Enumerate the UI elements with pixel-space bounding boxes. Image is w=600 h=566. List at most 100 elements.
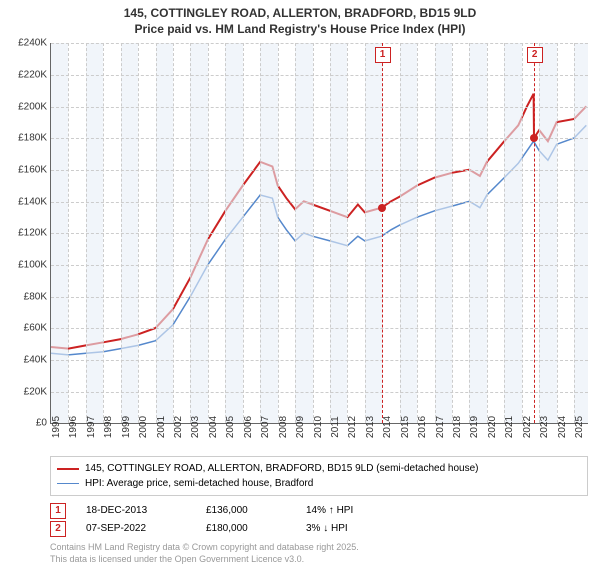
gridline-v <box>86 43 87 423</box>
y-tick-label: £120K <box>18 228 47 239</box>
x-tick-label: 2016 <box>417 416 428 438</box>
title-line1: 145, COTTINGLEY ROAD, ALLERTON, BRADFORD… <box>0 6 600 22</box>
gridline-v <box>347 43 348 423</box>
footer-line1: Contains HM Land Registry data © Crown c… <box>50 542 588 554</box>
gridline-v <box>190 43 191 423</box>
gridline-h <box>51 392 588 393</box>
gridline-v <box>138 43 139 423</box>
gridline-h <box>51 43 588 44</box>
x-tick-label: 1995 <box>51 416 62 438</box>
chart-title-block: 145, COTTINGLEY ROAD, ALLERTON, BRADFORD… <box>0 0 600 39</box>
x-tick-label: 2009 <box>295 416 306 438</box>
gridline-v <box>68 43 69 423</box>
gridline-v <box>574 43 575 423</box>
x-tick-label: 2023 <box>539 416 550 438</box>
y-tick-label: £180K <box>18 133 47 144</box>
x-tick-label: 2020 <box>487 416 498 438</box>
gridline-v <box>469 43 470 423</box>
gridline-v <box>278 43 279 423</box>
gridline-v <box>365 43 366 423</box>
x-tick-label: 2003 <box>190 416 201 438</box>
event-dot <box>378 204 386 212</box>
gridline-v <box>557 43 558 423</box>
gridline-v <box>400 43 401 423</box>
chart-plot-area: £0£20K£40K£60K£80K£100K£120K£140K£160K£1… <box>50 43 588 424</box>
x-tick-label: 2000 <box>138 416 149 438</box>
gridline-v <box>539 43 540 423</box>
gridline-h <box>51 265 588 266</box>
gridline-v <box>295 43 296 423</box>
sale-diff: 14% ↑ HPI <box>306 502 406 520</box>
gridline-h <box>51 360 588 361</box>
legend-text: 145, COTTINGLEY ROAD, ALLERTON, BRADFORD… <box>85 461 478 476</box>
x-tick-label: 2002 <box>173 416 184 438</box>
x-tick-label: 2013 <box>365 416 376 438</box>
x-tick-label: 1996 <box>68 416 79 438</box>
gridline-v <box>208 43 209 423</box>
x-tick-label: 2010 <box>313 416 324 438</box>
x-tick-label: 2022 <box>522 416 533 438</box>
event-line <box>534 43 535 423</box>
y-tick-label: £20K <box>24 386 47 397</box>
x-tick-label: 2025 <box>574 416 585 438</box>
footer-attribution: Contains HM Land Registry data © Crown c… <box>50 542 588 565</box>
x-tick-label: 2006 <box>243 416 254 438</box>
x-tick-label: 2019 <box>469 416 480 438</box>
gridline-h <box>51 297 588 298</box>
event-line <box>382 43 383 423</box>
gridline-h <box>51 170 588 171</box>
legend-text: HPI: Average price, semi-detached house,… <box>85 476 313 491</box>
sale-diff: 3% ↓ HPI <box>306 520 406 538</box>
sale-price: £136,000 <box>206 502 286 520</box>
x-tick-label: 2014 <box>382 416 393 438</box>
gridline-v <box>225 43 226 423</box>
sale-row: 1 18-DEC-2013 £136,000 14% ↑ HPI <box>50 502 588 520</box>
x-tick-label: 2004 <box>208 416 219 438</box>
legend-swatch <box>57 468 79 470</box>
gridline-v <box>487 43 488 423</box>
gridline-v <box>243 43 244 423</box>
gridline-v <box>260 43 261 423</box>
event-marker: 2 <box>527 47 543 63</box>
gridline-v <box>173 43 174 423</box>
gridline-v <box>103 43 104 423</box>
gridline-v <box>330 43 331 423</box>
x-tick-label: 2007 <box>260 416 271 438</box>
x-tick-label: 2001 <box>156 416 167 438</box>
y-tick-label: £40K <box>24 354 47 365</box>
legend-swatch <box>57 483 79 484</box>
gridline-h <box>51 328 588 329</box>
event-dot <box>530 134 538 142</box>
x-tick-label: 2008 <box>278 416 289 438</box>
gridline-v <box>313 43 314 423</box>
gridline-v <box>121 43 122 423</box>
title-line2: Price paid vs. HM Land Registry's House … <box>0 22 600 38</box>
y-tick-label: £200K <box>18 101 47 112</box>
gridline-v <box>156 43 157 423</box>
x-tick-label: 2018 <box>452 416 463 438</box>
y-tick-label: £160K <box>18 164 47 175</box>
gridline-h <box>51 233 588 234</box>
y-tick-label: £220K <box>18 69 47 80</box>
sale-date: 07-SEP-2022 <box>86 520 186 538</box>
y-tick-label: £80K <box>24 291 47 302</box>
legend-row: 145, COTTINGLEY ROAD, ALLERTON, BRADFORD… <box>57 461 581 476</box>
x-tick-label: 1998 <box>103 416 114 438</box>
y-tick-label: £140K <box>18 196 47 207</box>
x-tick-label: 2011 <box>330 416 341 438</box>
gridline-v <box>452 43 453 423</box>
gridline-v <box>504 43 505 423</box>
sale-marker: 1 <box>50 503 66 519</box>
y-tick-label: £100K <box>18 259 47 270</box>
x-tick-label: 2012 <box>347 416 358 438</box>
x-tick-label: 2021 <box>504 416 515 438</box>
gridline-v <box>522 43 523 423</box>
legend-box: 145, COTTINGLEY ROAD, ALLERTON, BRADFORD… <box>50 456 588 496</box>
gridline-h <box>51 107 588 108</box>
sale-date: 18-DEC-2013 <box>86 502 186 520</box>
x-tick-label: 2015 <box>400 416 411 438</box>
gridline-h <box>51 75 588 76</box>
x-tick-label: 2005 <box>225 416 236 438</box>
gridline-h <box>51 138 588 139</box>
sales-table: 118-DEC-2013£136,00014% ↑ HPI207-SEP-202… <box>50 502 588 538</box>
